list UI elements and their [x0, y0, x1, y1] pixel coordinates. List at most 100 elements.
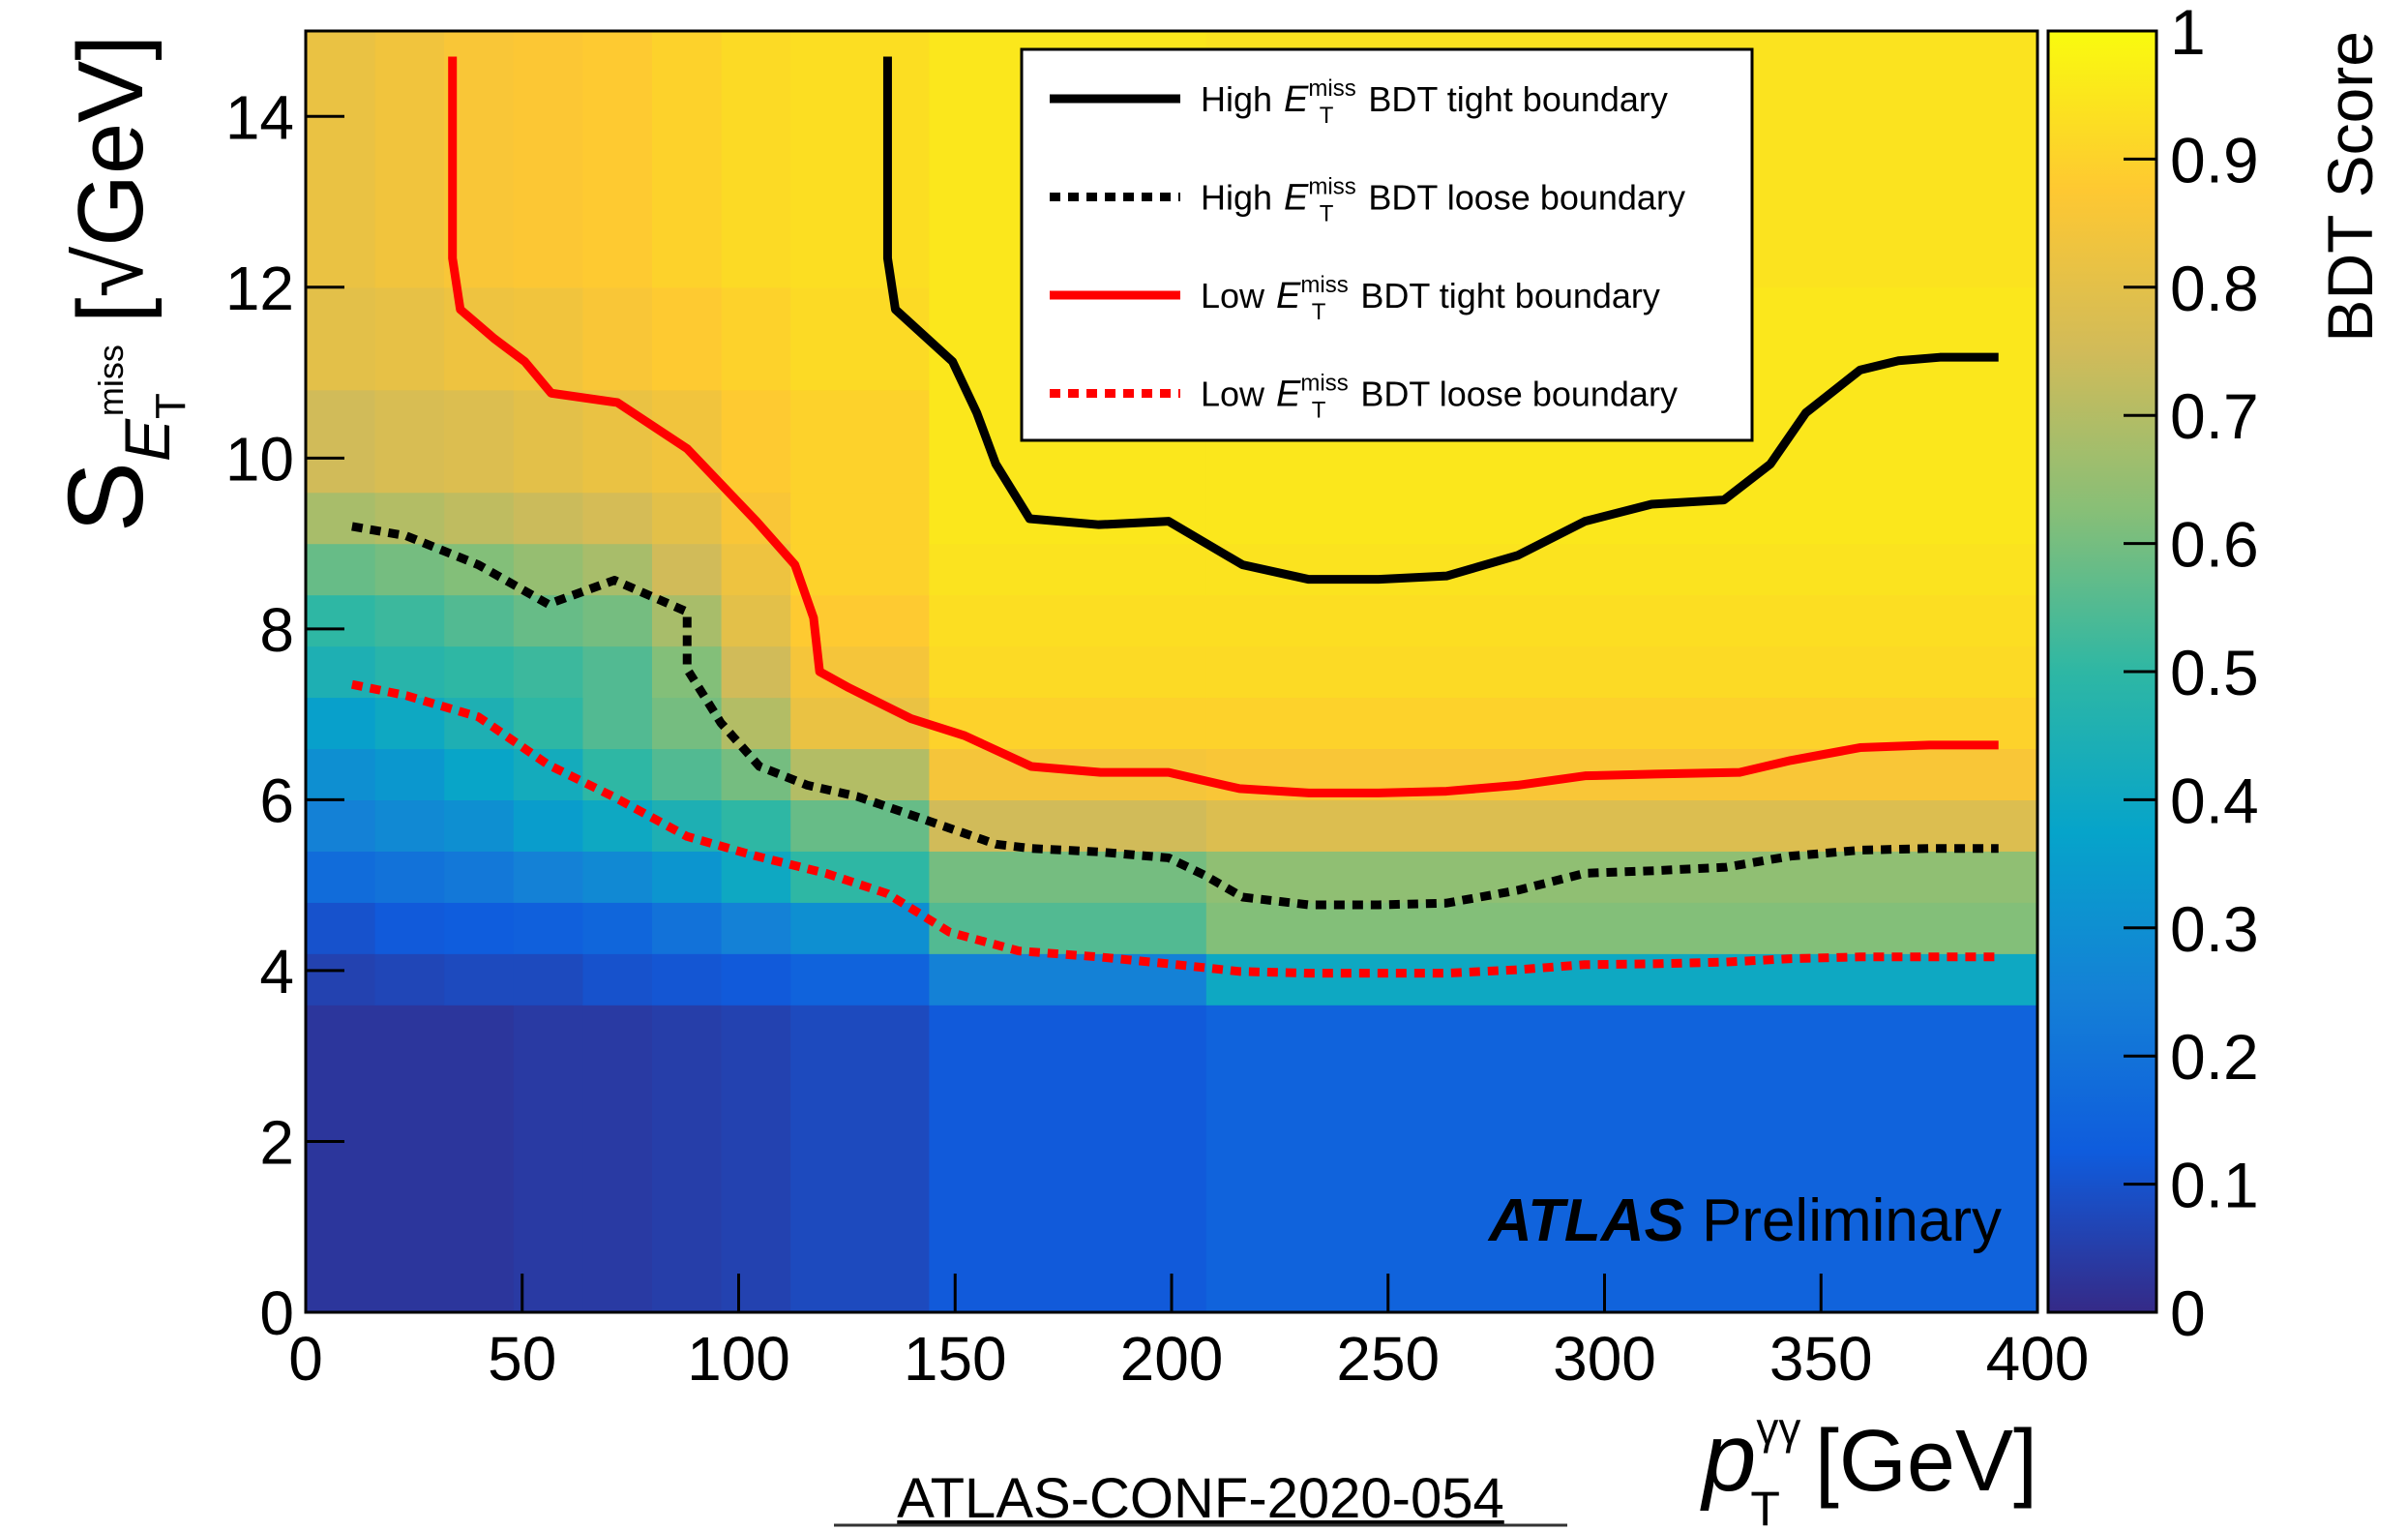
- x-tick-label: 400: [1986, 1324, 2090, 1394]
- heatmap-cell: [1205, 799, 2038, 852]
- heatmap-cell: [721, 645, 791, 699]
- heatmap-cell: [513, 953, 583, 1006]
- heatmap-cell: [721, 594, 791, 647]
- x-axis-label: pγγ T [GeV]: [1700, 1403, 2037, 1531]
- contour-line: [882, 56, 1999, 585]
- heatmap-cell: [513, 31, 583, 288]
- x-tick-label: 0: [288, 1324, 323, 1394]
- heatmap-cell: [721, 902, 791, 954]
- heatmap-cell: [929, 645, 1207, 699]
- heatmap-cell: [582, 31, 653, 288]
- heatmap-cell: [652, 799, 723, 852]
- heatmap-cell: [374, 31, 445, 288]
- heatmap-cell: [374, 594, 445, 647]
- y-tick-label: 12: [225, 254, 294, 323]
- heatmap-cell: [444, 851, 515, 903]
- heatmap-cell: [721, 799, 791, 852]
- heatmap-cell: [306, 1005, 376, 1313]
- x-label-sub: T: [1750, 1482, 1780, 1531]
- y-label-main: S: [46, 462, 165, 532]
- heatmap-cell: [306, 748, 376, 800]
- heatmap-cell: [582, 492, 653, 545]
- y-tick-label: 8: [259, 595, 294, 665]
- x-tick-label: 100: [687, 1324, 790, 1394]
- y-tick-label: 10: [225, 424, 294, 494]
- heatmap-cell: [790, 851, 930, 903]
- heatmap-cell: [652, 492, 723, 545]
- heatmap-cell: [444, 286, 515, 391]
- z-tick-label: 1: [2170, 0, 2206, 68]
- heatmap-cell: [374, 543, 445, 596]
- heatmap-cell: [374, 902, 445, 954]
- heatmap-cell: [444, 697, 515, 750]
- y-tick-label: 0: [259, 1278, 294, 1348]
- heatmap-cell: [582, 1005, 653, 1313]
- z-tick-label: 0.4: [2170, 765, 2259, 836]
- heatmap-cell: [652, 543, 723, 596]
- x-tick-label: 350: [1769, 1324, 1873, 1394]
- heatmap-cell: [306, 851, 376, 903]
- heatmap-cell: [721, 953, 791, 1006]
- heatmap-cell: [721, 389, 791, 494]
- heatmap-cell: [444, 902, 515, 954]
- heatmap-cell: [652, 902, 723, 954]
- legend-prefix: Low: [1201, 276, 1265, 315]
- contour-line: [448, 56, 1999, 797]
- heatmap-cell: [652, 31, 723, 288]
- legend-suffix: BDT tight boundary: [1368, 79, 1668, 119]
- legend-sub: T: [1312, 398, 1326, 424]
- heatmap-cell: [306, 492, 376, 545]
- heatmap-cell: [929, 1005, 1207, 1313]
- heatmap-cell: [374, 851, 445, 903]
- legend-label: Low Emiss T BDT loose boundary: [1201, 371, 1678, 424]
- experiment: ATLAS: [1487, 1187, 1684, 1254]
- heatmap-cell: [1205, 492, 2038, 545]
- z-tick-label: 0.8: [2170, 253, 2259, 324]
- z-axis-label: BDT Score: [2314, 31, 2386, 343]
- y-label-unit: [√GeV]: [59, 35, 163, 323]
- heatmap-cell: [513, 492, 583, 545]
- heatmap-cell: [306, 543, 376, 596]
- z-tick-label: 0.3: [2170, 893, 2259, 965]
- atlas-label: ATLAS Preliminary: [1487, 1187, 2002, 1254]
- heatmap-cell: [721, 31, 791, 288]
- legend: [1020, 47, 1754, 442]
- heatmap-cell: [790, 389, 930, 494]
- legend-suffix: BDT tight boundary: [1360, 276, 1660, 315]
- y-label-subsup: miss: [91, 345, 131, 416]
- z-tick-label: 0.2: [2170, 1021, 2259, 1093]
- heatmap-cell: [444, 748, 515, 800]
- heatmap-cell: [790, 953, 930, 1006]
- heatmap-cell: [790, 799, 930, 852]
- x-label-main: p: [1700, 1403, 1757, 1512]
- heatmap-cell: [652, 953, 723, 1006]
- heatmap-cell: [1205, 543, 2038, 596]
- heatmap-cell: [582, 953, 653, 1006]
- heatmap-cell: [929, 543, 1207, 596]
- legend-label: High Emiss T BDT tight boundary: [1201, 75, 1668, 129]
- legend-label: High Emiss T BDT loose boundary: [1201, 174, 1685, 227]
- heatmap-cell: [721, 1005, 791, 1313]
- legend-var: E: [1276, 375, 1301, 415]
- heatmap-cell: [513, 851, 583, 903]
- x-label-unit: [GeV]: [1815, 1413, 2037, 1510]
- heatmap-cell: [790, 748, 930, 800]
- heatmap-cell: [513, 697, 583, 750]
- heatmap-cell: [374, 697, 445, 750]
- legend-var: E: [1284, 79, 1309, 120]
- legend-label: Low Emiss T BDT tight boundary: [1201, 272, 1660, 325]
- legend-sub: T: [1320, 103, 1334, 129]
- heatmap-cell: [1205, 1005, 2038, 1313]
- z-tick-label: 0.6: [2170, 509, 2259, 581]
- heatmap-cell: [374, 645, 445, 699]
- z-tick-label: 0.9: [2170, 124, 2259, 195]
- heatmap-cell: [513, 1005, 583, 1313]
- z-tick-label: 0.1: [2170, 1150, 2259, 1221]
- legend-suffix: BDT loose boundary: [1360, 375, 1678, 414]
- heatmap-cell: [652, 1005, 723, 1313]
- heatmap-cell: [652, 748, 723, 800]
- heatmap-cell: [374, 953, 445, 1006]
